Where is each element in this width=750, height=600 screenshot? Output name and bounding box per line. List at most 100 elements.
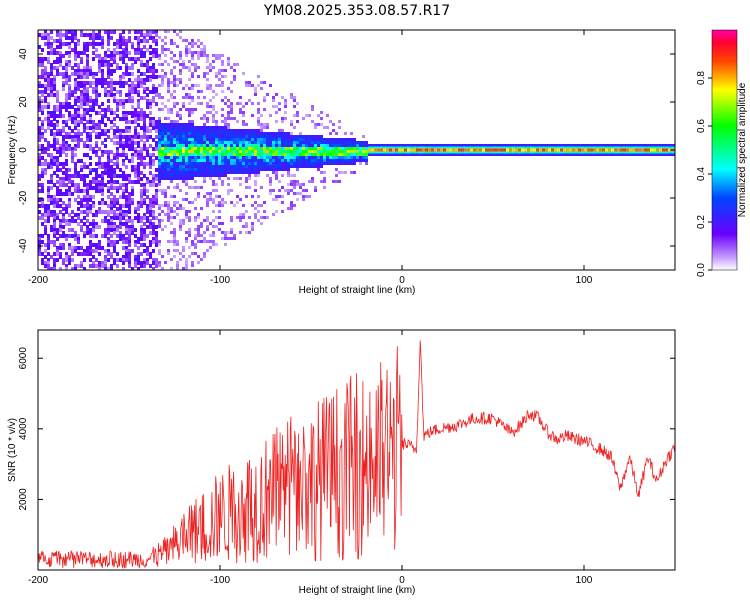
spectrogram-cell: [131, 180, 134, 184]
spectrogram-cell: [77, 66, 80, 70]
spectrogram-cell: [89, 66, 92, 70]
colorbar-tick-label: 0.8: [696, 71, 707, 85]
spectrogram-cell: [62, 219, 65, 223]
spectrogram-cell: [92, 147, 95, 151]
spectrogram-cell: [365, 159, 368, 162]
spectrogram-cell: [338, 138, 341, 141]
spectrogram-cell: [74, 234, 77, 238]
spectrogram-cell: [212, 105, 215, 108]
spectrogram-cell: [107, 84, 110, 88]
spectrogram-cell: [95, 84, 98, 88]
spectrogram-cell: [137, 150, 140, 154]
spectrogram-cell: [128, 207, 131, 211]
spectrogram-cell: [119, 210, 122, 214]
spectrogram-cell: [275, 174, 278, 177]
spectrogram-cell: [155, 48, 158, 52]
spectrogram-cell: [137, 156, 140, 160]
spectrogram-cell: [134, 153, 137, 157]
spectrogram-cell: [278, 147, 281, 150]
spectrogram-cell: [281, 135, 284, 138]
spectrogram-cell: [65, 237, 68, 241]
spectrogram-cell: [188, 87, 191, 90]
spectrogram-cell: [227, 189, 230, 192]
spectrogram-cell: [218, 129, 221, 132]
spectrogram-cell: [248, 231, 251, 234]
spectrogram-cell: [53, 240, 56, 244]
spectrogram-cell: [521, 148, 524, 152]
spectrogram-cell: [263, 165, 266, 168]
spectrogram-cell: [71, 258, 74, 262]
spectrogram-cell: [83, 267, 86, 270]
spectrogram-cell: [80, 99, 83, 103]
spectrogram-cell: [164, 225, 167, 228]
spectrogram-cell: [77, 87, 80, 91]
spectrogram-cell: [173, 159, 176, 162]
spectrogram-cell: [266, 168, 269, 171]
spectrogram-cell: [137, 84, 140, 88]
spectrogram-cell: [263, 99, 266, 102]
spectrogram-cell: [290, 153, 293, 156]
spectrogram-cell: [56, 237, 59, 241]
spectrogram-cell: [224, 69, 227, 72]
spectrogram-cell: [83, 111, 86, 115]
spectrogram-cell: [92, 234, 95, 238]
spectrogram-cell: [38, 189, 41, 193]
spectrogram-cell: [164, 189, 167, 192]
spectrogram-cell: [71, 267, 74, 270]
spectrogram-cell: [173, 174, 176, 177]
spectrogram-cell: [191, 171, 194, 174]
spectrogram-cell: [71, 93, 74, 97]
spectrogram-cell: [215, 216, 218, 219]
spectrogram-cell: [92, 129, 95, 133]
spectrogram-cell: [92, 225, 95, 229]
spectrogram-cell: [38, 132, 41, 136]
spectrogram-cell: [68, 177, 71, 181]
spectrogram-cell: [227, 177, 230, 180]
spectrogram-cell: [155, 234, 158, 238]
spectrogram-cell: [218, 84, 221, 87]
spectrogram-cell: [170, 156, 173, 159]
spectrogram-cell: [293, 186, 296, 189]
spectrogram-cell: [83, 108, 86, 112]
spectrogram-cell: [266, 153, 269, 156]
spectrogram-cell: [113, 132, 116, 136]
spectrogram-cell: [203, 195, 206, 198]
spectrogram-cell: [275, 141, 278, 144]
spectrogram-cell: [209, 174, 212, 177]
spectrogram-cell: [164, 201, 167, 204]
spectrogram-cell: [86, 225, 89, 229]
spectrogram-cell: [224, 243, 227, 246]
spectrogram-cell: [347, 147, 350, 150]
spectrogram-cell: [65, 36, 68, 40]
spectrogram-cell: [71, 219, 74, 223]
spectrogram-cell: [56, 30, 59, 34]
spectrogram-cell: [77, 201, 80, 205]
spectrogram-cell: [125, 177, 128, 181]
spectrogram-cell: [155, 264, 158, 268]
spectrogram-cell: [242, 150, 245, 153]
spectrogram-cell: [110, 84, 113, 88]
spectrogram-cell: [68, 255, 71, 259]
spectrogram-cell: [122, 177, 125, 181]
spectrogram-cell: [173, 135, 176, 138]
spectrogram-cell: [167, 156, 170, 159]
spectrogram-cell: [50, 213, 53, 217]
spectrogram-cell: [224, 96, 227, 99]
spectrogram-cell: [308, 153, 311, 156]
spectrogram-cell: [107, 225, 110, 229]
spectrogram-cell: [185, 135, 188, 138]
spectrogram-cell: [218, 201, 221, 204]
spectrogram-cell: [158, 168, 161, 171]
spectrogram-cell: [143, 39, 146, 43]
spectrogram-cell: [68, 117, 71, 121]
spectrogram-cell: [77, 186, 80, 190]
spectrogram-cell: [161, 147, 164, 150]
spectrogram-cell: [56, 180, 59, 184]
spectrogram-cell: [206, 84, 209, 87]
spectrogram-cell: [101, 84, 104, 88]
spectrogram-cell: [83, 153, 86, 157]
spectrogram-cell: [68, 114, 71, 118]
spectrogram-cell: [254, 174, 257, 177]
spectrogram-cell: [311, 156, 314, 159]
spectrogram-cell: [260, 87, 263, 90]
